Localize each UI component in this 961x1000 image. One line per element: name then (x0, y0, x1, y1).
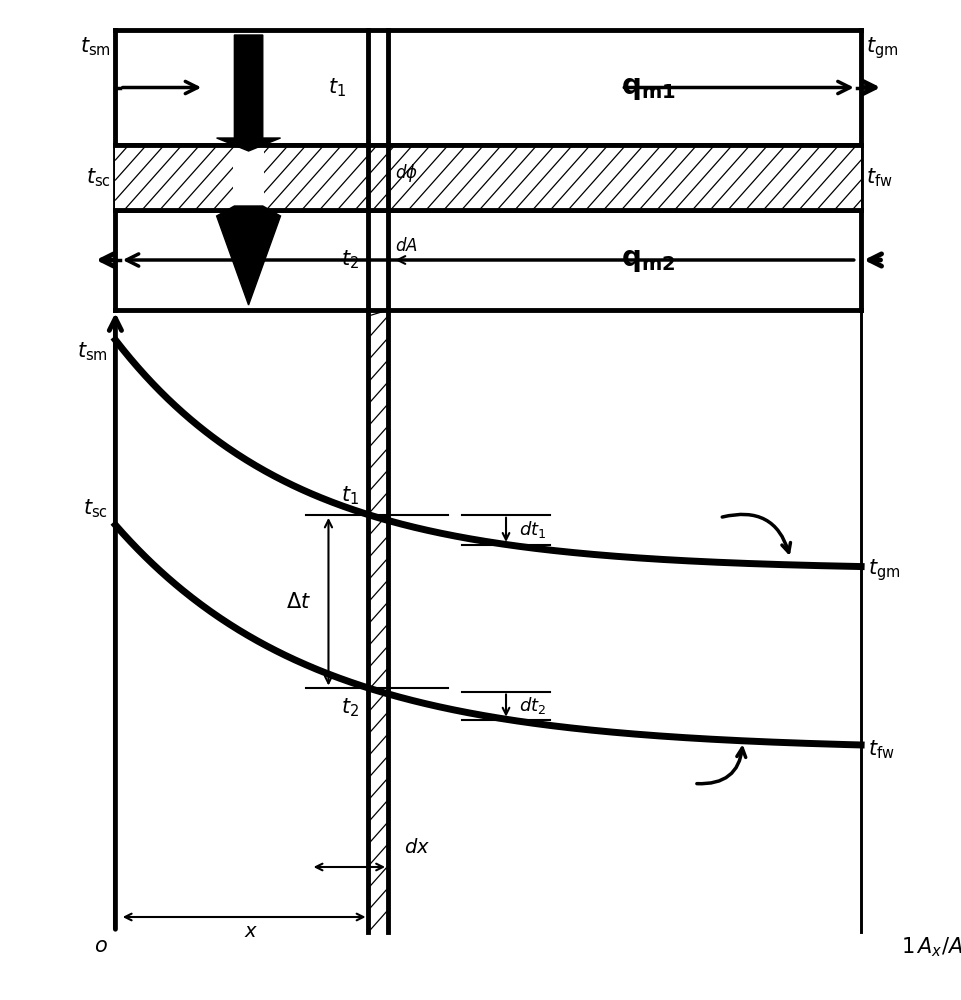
Text: $x$: $x$ (244, 922, 258, 941)
Text: $t_\mathrm{sc}$: $t_\mathrm{sc}$ (84, 497, 109, 520)
Text: $t_\mathrm{gm}$: $t_\mathrm{gm}$ (868, 557, 900, 583)
Text: $t_\mathrm{gm}$: $t_\mathrm{gm}$ (866, 35, 898, 61)
Bar (234, 149, 263, 206)
Polygon shape (216, 35, 281, 151)
Text: $t_\mathrm{fw}$: $t_\mathrm{fw}$ (866, 166, 892, 189)
Text: $o$: $o$ (94, 936, 109, 956)
Text: $d\phi$: $d\phi$ (395, 161, 418, 184)
Text: $t_\mathrm{sm}$: $t_\mathrm{sm}$ (80, 35, 111, 58)
Text: $\mathbf{q_{m2}}$: $\mathbf{q_{m2}}$ (621, 246, 676, 274)
Text: $dA$: $dA$ (395, 237, 418, 255)
Text: $t_1$: $t_1$ (341, 484, 359, 507)
Polygon shape (216, 206, 281, 305)
Text: $dt_1$: $dt_1$ (519, 519, 547, 540)
Text: $t_\mathrm{sm}$: $t_\mathrm{sm}$ (78, 340, 109, 363)
Text: $\mathbf{q_{m1}}$: $\mathbf{q_{m1}}$ (621, 74, 676, 102)
Text: $1\,A_x/A$: $1\,A_x/A$ (901, 935, 961, 959)
Bar (115, 145, 861, 210)
Text: $t_2$: $t_2$ (341, 696, 359, 719)
Text: $t_2$: $t_2$ (341, 249, 359, 271)
Text: $dt_2$: $dt_2$ (519, 695, 547, 716)
Text: $dx$: $dx$ (404, 838, 430, 857)
Text: $t_1$: $t_1$ (328, 76, 346, 99)
Text: $t_\mathrm{fw}$: $t_\mathrm{fw}$ (868, 739, 895, 761)
Text: $t_\mathrm{sc}$: $t_\mathrm{sc}$ (86, 166, 111, 189)
Text: $\Delta t$: $\Delta t$ (285, 592, 310, 612)
